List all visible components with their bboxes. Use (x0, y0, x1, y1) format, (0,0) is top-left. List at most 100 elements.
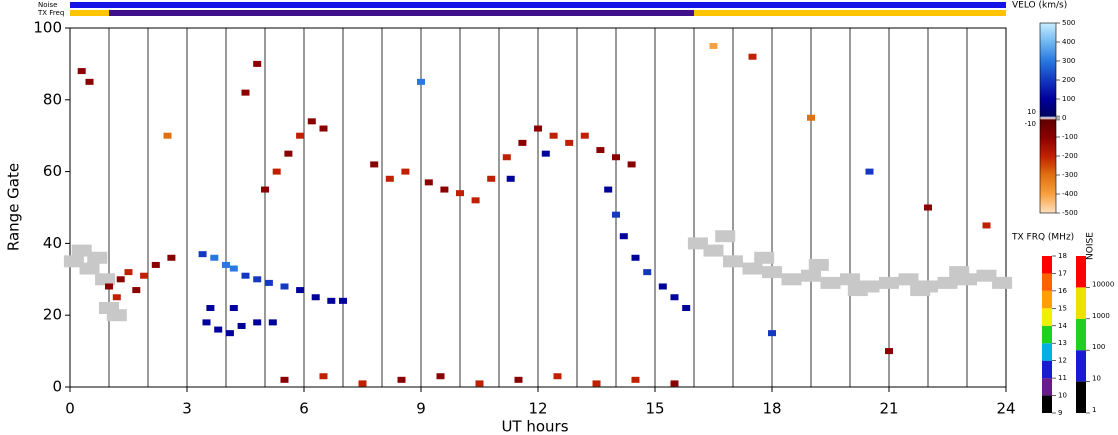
top-bar-segment (109, 10, 694, 16)
velocity-point (658, 283, 667, 290)
freq-tick-label: 17 (1058, 269, 1067, 277)
velo-tick-label: 10 (1027, 108, 1036, 116)
x-tick-label: 9 (416, 400, 426, 418)
freq-tick-label: 16 (1058, 287, 1067, 295)
x-tick-label: 0 (65, 400, 75, 418)
top-bar-label: Noise (38, 1, 57, 9)
x-axis-title: UT hours (501, 418, 568, 435)
velocity-point (534, 125, 542, 132)
velocity-point (253, 319, 262, 326)
velo-tick-label: 100 (1062, 95, 1075, 103)
velocity-point (339, 297, 347, 304)
noise-tick-label: 1 (1092, 406, 1096, 414)
ground-scatter (949, 266, 970, 279)
ground-scatter (715, 230, 736, 243)
velocity-point (210, 254, 219, 261)
velocity-point (261, 186, 269, 193)
velocity-point (112, 294, 121, 301)
velocity-point (682, 305, 691, 312)
top-bar-segment (70, 10, 109, 16)
ground-scatter (847, 284, 868, 297)
velocity-point (284, 150, 293, 157)
velocity-point (214, 326, 223, 333)
velocity-point (385, 175, 394, 182)
velocity-point (268, 319, 277, 326)
velocity-point (116, 276, 125, 283)
velocity-point (280, 283, 289, 290)
freq-bar-segment (1042, 256, 1052, 274)
velocity-point (748, 53, 757, 60)
velo-bar-segment (1040, 80, 1056, 99)
velocity-point (241, 89, 250, 96)
ground-scatter (723, 255, 743, 268)
velocity-point (768, 330, 776, 337)
velocity-point (202, 319, 211, 326)
ground-scatter (79, 262, 100, 275)
velo-tick-label: 400 (1062, 38, 1075, 46)
velo-bar-segment (1040, 175, 1056, 194)
velo-tick-label: 200 (1062, 76, 1075, 84)
velo-tick-label: 0 (1062, 114, 1066, 122)
velo-tick-label: -500 (1062, 209, 1078, 217)
velocity-point (670, 294, 679, 301)
noise-bar-segment (1076, 350, 1086, 382)
y-tick-label: 20 (43, 306, 62, 324)
velocity-point (225, 330, 234, 337)
velo-bar-segment (1040, 61, 1056, 80)
velocity-point (604, 186, 613, 193)
ground-scatter (840, 273, 860, 286)
velocity-point (612, 211, 620, 218)
velocity-point (124, 269, 133, 276)
y-tick-label: 60 (43, 162, 62, 180)
noise-tick-label: 100 (1092, 343, 1105, 351)
velocity-point (596, 147, 605, 154)
freq-tick-label: 12 (1058, 357, 1067, 365)
velocity-point (358, 380, 367, 387)
ground-scatter (87, 251, 108, 264)
velo-bar-segment (1040, 156, 1056, 175)
y-axis-title: Range Gate (5, 163, 23, 251)
velocity-point (296, 132, 305, 139)
velocity-point (514, 376, 523, 383)
velocity-point (475, 380, 484, 387)
ground-scatter (754, 251, 775, 264)
ground-scatter (762, 266, 782, 279)
velocity-point (401, 168, 410, 175)
velo-bar-segment (1040, 118, 1056, 120)
velocity-point (643, 269, 652, 276)
ground-scatter (63, 255, 84, 268)
velocity-point (612, 154, 620, 161)
freq-tick-label: 18 (1058, 252, 1067, 260)
velo-tick-label: -400 (1062, 190, 1078, 198)
velocity-point (272, 168, 281, 175)
y-tick-label: 40 (43, 234, 62, 252)
velo-bar-segment (1040, 137, 1056, 156)
velo-tick-label: 300 (1062, 57, 1075, 65)
ground-scatter (781, 273, 802, 286)
velocity-point (319, 373, 328, 380)
velo-bar-title: VELO (km/s) (1012, 1, 1067, 11)
freq-bar-segment (1042, 343, 1052, 361)
velocity-point (327, 297, 336, 304)
y-tick-label: 0 (52, 378, 62, 396)
x-tick-label: 15 (645, 400, 664, 418)
velocity-point (198, 251, 207, 258)
velo-bar-segment (1040, 42, 1056, 61)
noise-tick-label: 10000 (1092, 280, 1114, 288)
velocity-point (924, 204, 932, 211)
velocity-point (167, 254, 176, 261)
velocity-point (296, 287, 305, 294)
velocity-point (417, 78, 425, 85)
velo-bar-segment (1040, 99, 1056, 117)
velocity-point (982, 222, 991, 229)
velocity-point (85, 78, 94, 85)
velocity-point (105, 283, 113, 290)
ground-scatter (937, 276, 958, 289)
freq-bar-segment (1042, 290, 1052, 309)
x-tick-label: 12 (528, 400, 547, 418)
velo-tick-label: -10 (1025, 120, 1036, 128)
freq-tick-label: 14 (1058, 322, 1067, 330)
freq-tick-label: 11 (1058, 374, 1067, 382)
noise-bar-segment (1076, 318, 1086, 351)
velocity-point (619, 233, 628, 240)
